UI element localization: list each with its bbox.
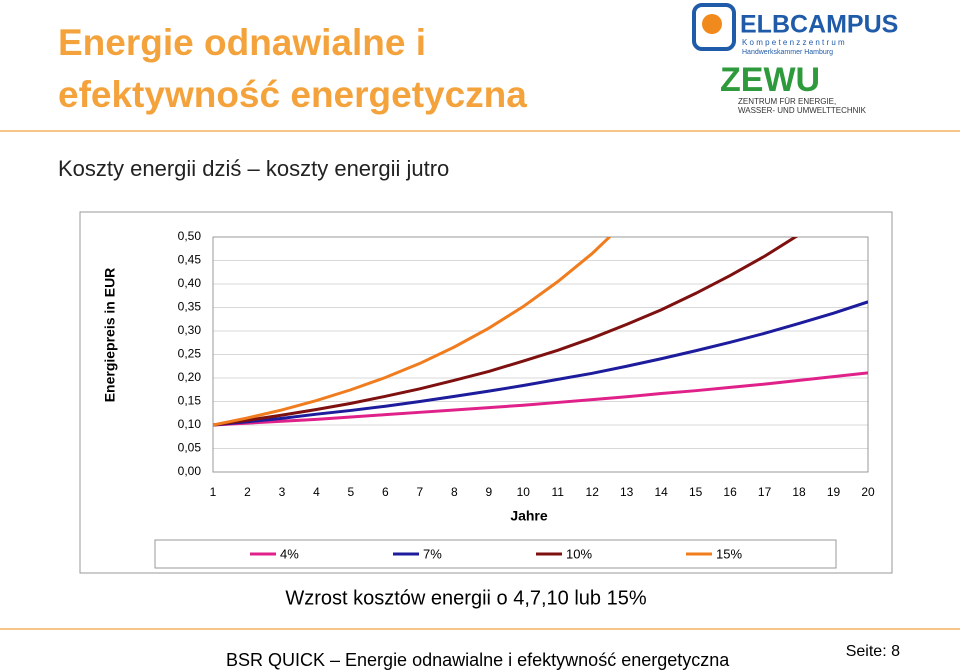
x-tick-label: 16 [723,485,737,499]
y-axis-title: Energiepreis in EUR [102,268,118,403]
x-tick-label: 11 [552,485,565,499]
x-tick-label: 7 [416,485,423,499]
logo-icon [702,14,722,34]
y-tick-label: 0,40 [178,276,202,290]
series-line [213,237,799,427]
caption: Wzrost kosztów energii o 4,7,10 lub 15% [285,587,647,609]
y-tick-label: 0,05 [178,441,202,455]
x-tick-label: 14 [654,485,668,499]
series-line [213,237,612,427]
logo-text: ZENTRUM FÜR ENERGIE, [738,97,836,106]
y-tick-label: 0,10 [178,417,202,431]
plot-area [212,236,869,473]
y-tick-label: 0,00 [178,464,202,478]
x-tick-label: 13 [620,485,634,499]
y-tick-label: 0,30 [178,323,202,337]
x-tick-label: 19 [827,485,841,499]
y-tick-label: 0,25 [178,347,202,361]
logo-text: K o m p e t e n z z e n t r u m [742,38,845,47]
logo-text: Handwerkskammer Hamburg [742,49,833,56]
x-tick-label: 4 [313,485,320,499]
x-tick-label: 18 [792,485,806,499]
y-tick-label: 0,45 [178,253,202,267]
logo-icon [692,3,736,51]
series-line [213,300,868,427]
x-tick-label: 17 [758,485,772,499]
logo-name: ELBCAMPUS [740,11,898,39]
x-tick-label: 20 [861,485,875,499]
y-tick-label: 0,35 [178,300,202,314]
title-line: Energie odnawialne i [58,22,426,63]
x-tick-label: 3 [279,485,286,499]
logo-text: WASSER- UND UMWELTTECHNIK [738,106,867,115]
x-tick-label: 8 [451,485,458,499]
y-tick-label: 0,15 [178,394,202,408]
legend-label: 15% [716,546,742,561]
footer-text: BSR QUICK – Energie odnawialne i efektyw… [226,650,730,670]
legend-label: 7% [423,546,442,561]
x-tick-label: 5 [348,485,355,499]
page-number: Seite: 8 [846,643,900,660]
x-tick-label: 2 [244,485,251,499]
legend-label: 10% [566,546,592,561]
x-tick-label: 12 [586,485,600,499]
y-tick-label: 0,50 [178,229,202,243]
x-tick-label: 9 [485,485,492,499]
title-line: efektywność energetyczna [58,74,527,115]
x-tick-label: 1 [210,485,217,499]
x-tick-label: 15 [689,485,703,499]
x-axis-title: Jahre [510,508,548,524]
y-tick-label: 0,20 [178,370,202,384]
series-line [213,371,868,427]
x-tick-label: 10 [517,485,531,499]
plot-lines [213,237,868,427]
x-tick-label: 6 [382,485,389,499]
subtitle: Koszty energii dziś – koszty energii jut… [58,156,449,181]
legend-label: 4% [280,546,299,561]
logo-name: ZEWU [720,61,820,99]
